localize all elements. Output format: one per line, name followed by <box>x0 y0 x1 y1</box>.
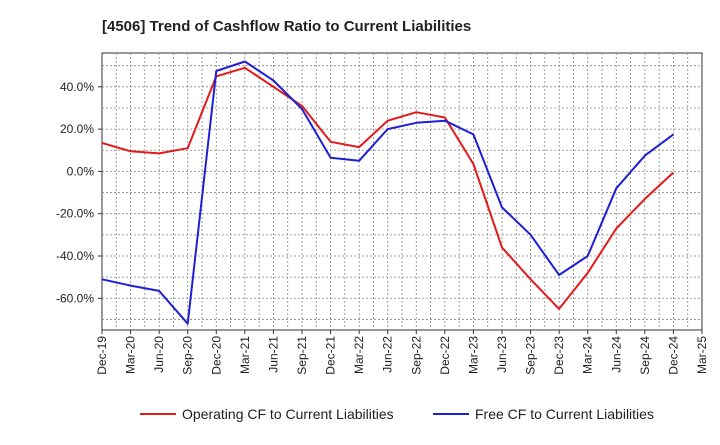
x-tick-label: Mar-25 <box>695 336 709 374</box>
chart-title: [4506] Trend of Cashflow Ratio to Curren… <box>102 18 471 35</box>
y-tick-label: -20.0% <box>56 207 94 221</box>
x-tick-label: Mar-24 <box>581 336 595 374</box>
x-tick-label: Sep-23 <box>524 336 538 375</box>
x-tick-label: Jun-21 <box>266 336 280 373</box>
legend-label-free-cf: Free CF to Current Liabilities <box>475 406 654 422</box>
y-tick-label: -40.0% <box>56 249 94 263</box>
x-tick-label: Mar-20 <box>124 336 138 374</box>
x-tick-label: Dec-23 <box>552 336 566 375</box>
y-tick-label: 20.0% <box>60 122 94 136</box>
x-tick-label: Sep-21 <box>295 336 309 375</box>
y-tick-label: 40.0% <box>60 80 94 94</box>
x-tick-label: Jun-20 <box>152 336 166 373</box>
series-line-free-cf <box>101 60 674 325</box>
x-tick-label: Dec-19 <box>95 336 109 375</box>
legend-label-operating-cf: Operating CF to Current Liabilities <box>182 406 394 422</box>
x-tick-label: Dec-20 <box>209 336 223 375</box>
series-lines <box>101 60 675 325</box>
x-tick-label: Dec-22 <box>438 336 452 375</box>
x-tick-label: Jun-24 <box>609 336 623 373</box>
y-tick-label: -60.0% <box>56 291 94 305</box>
x-tick-label: Mar-23 <box>466 336 480 374</box>
x-tick-label: Mar-22 <box>352 336 366 374</box>
grid-lines <box>102 53 702 330</box>
y-tick-label: 0.0% <box>67 164 95 178</box>
x-tick-label: Dec-24 <box>666 336 680 375</box>
x-tick-label: Dec-21 <box>324 336 338 375</box>
series-line-operating-cf <box>101 66 675 310</box>
x-tick-label: Sep-22 <box>409 336 423 375</box>
x-tick-label: Sep-24 <box>638 336 652 375</box>
legend: Operating CF to Current Liabilities Free… <box>140 406 654 422</box>
x-tick-label: Jun-23 <box>495 336 509 373</box>
x-tick-label: Mar-21 <box>238 336 252 374</box>
x-tick-label: Jun-22 <box>381 336 395 373</box>
axis-ticks: 40.0% 20.0% 0.0% -20.0% -40.0% -60.0% Dec-19 Ma… <box>56 80 709 375</box>
x-tick-label: Sep-20 <box>181 336 195 375</box>
